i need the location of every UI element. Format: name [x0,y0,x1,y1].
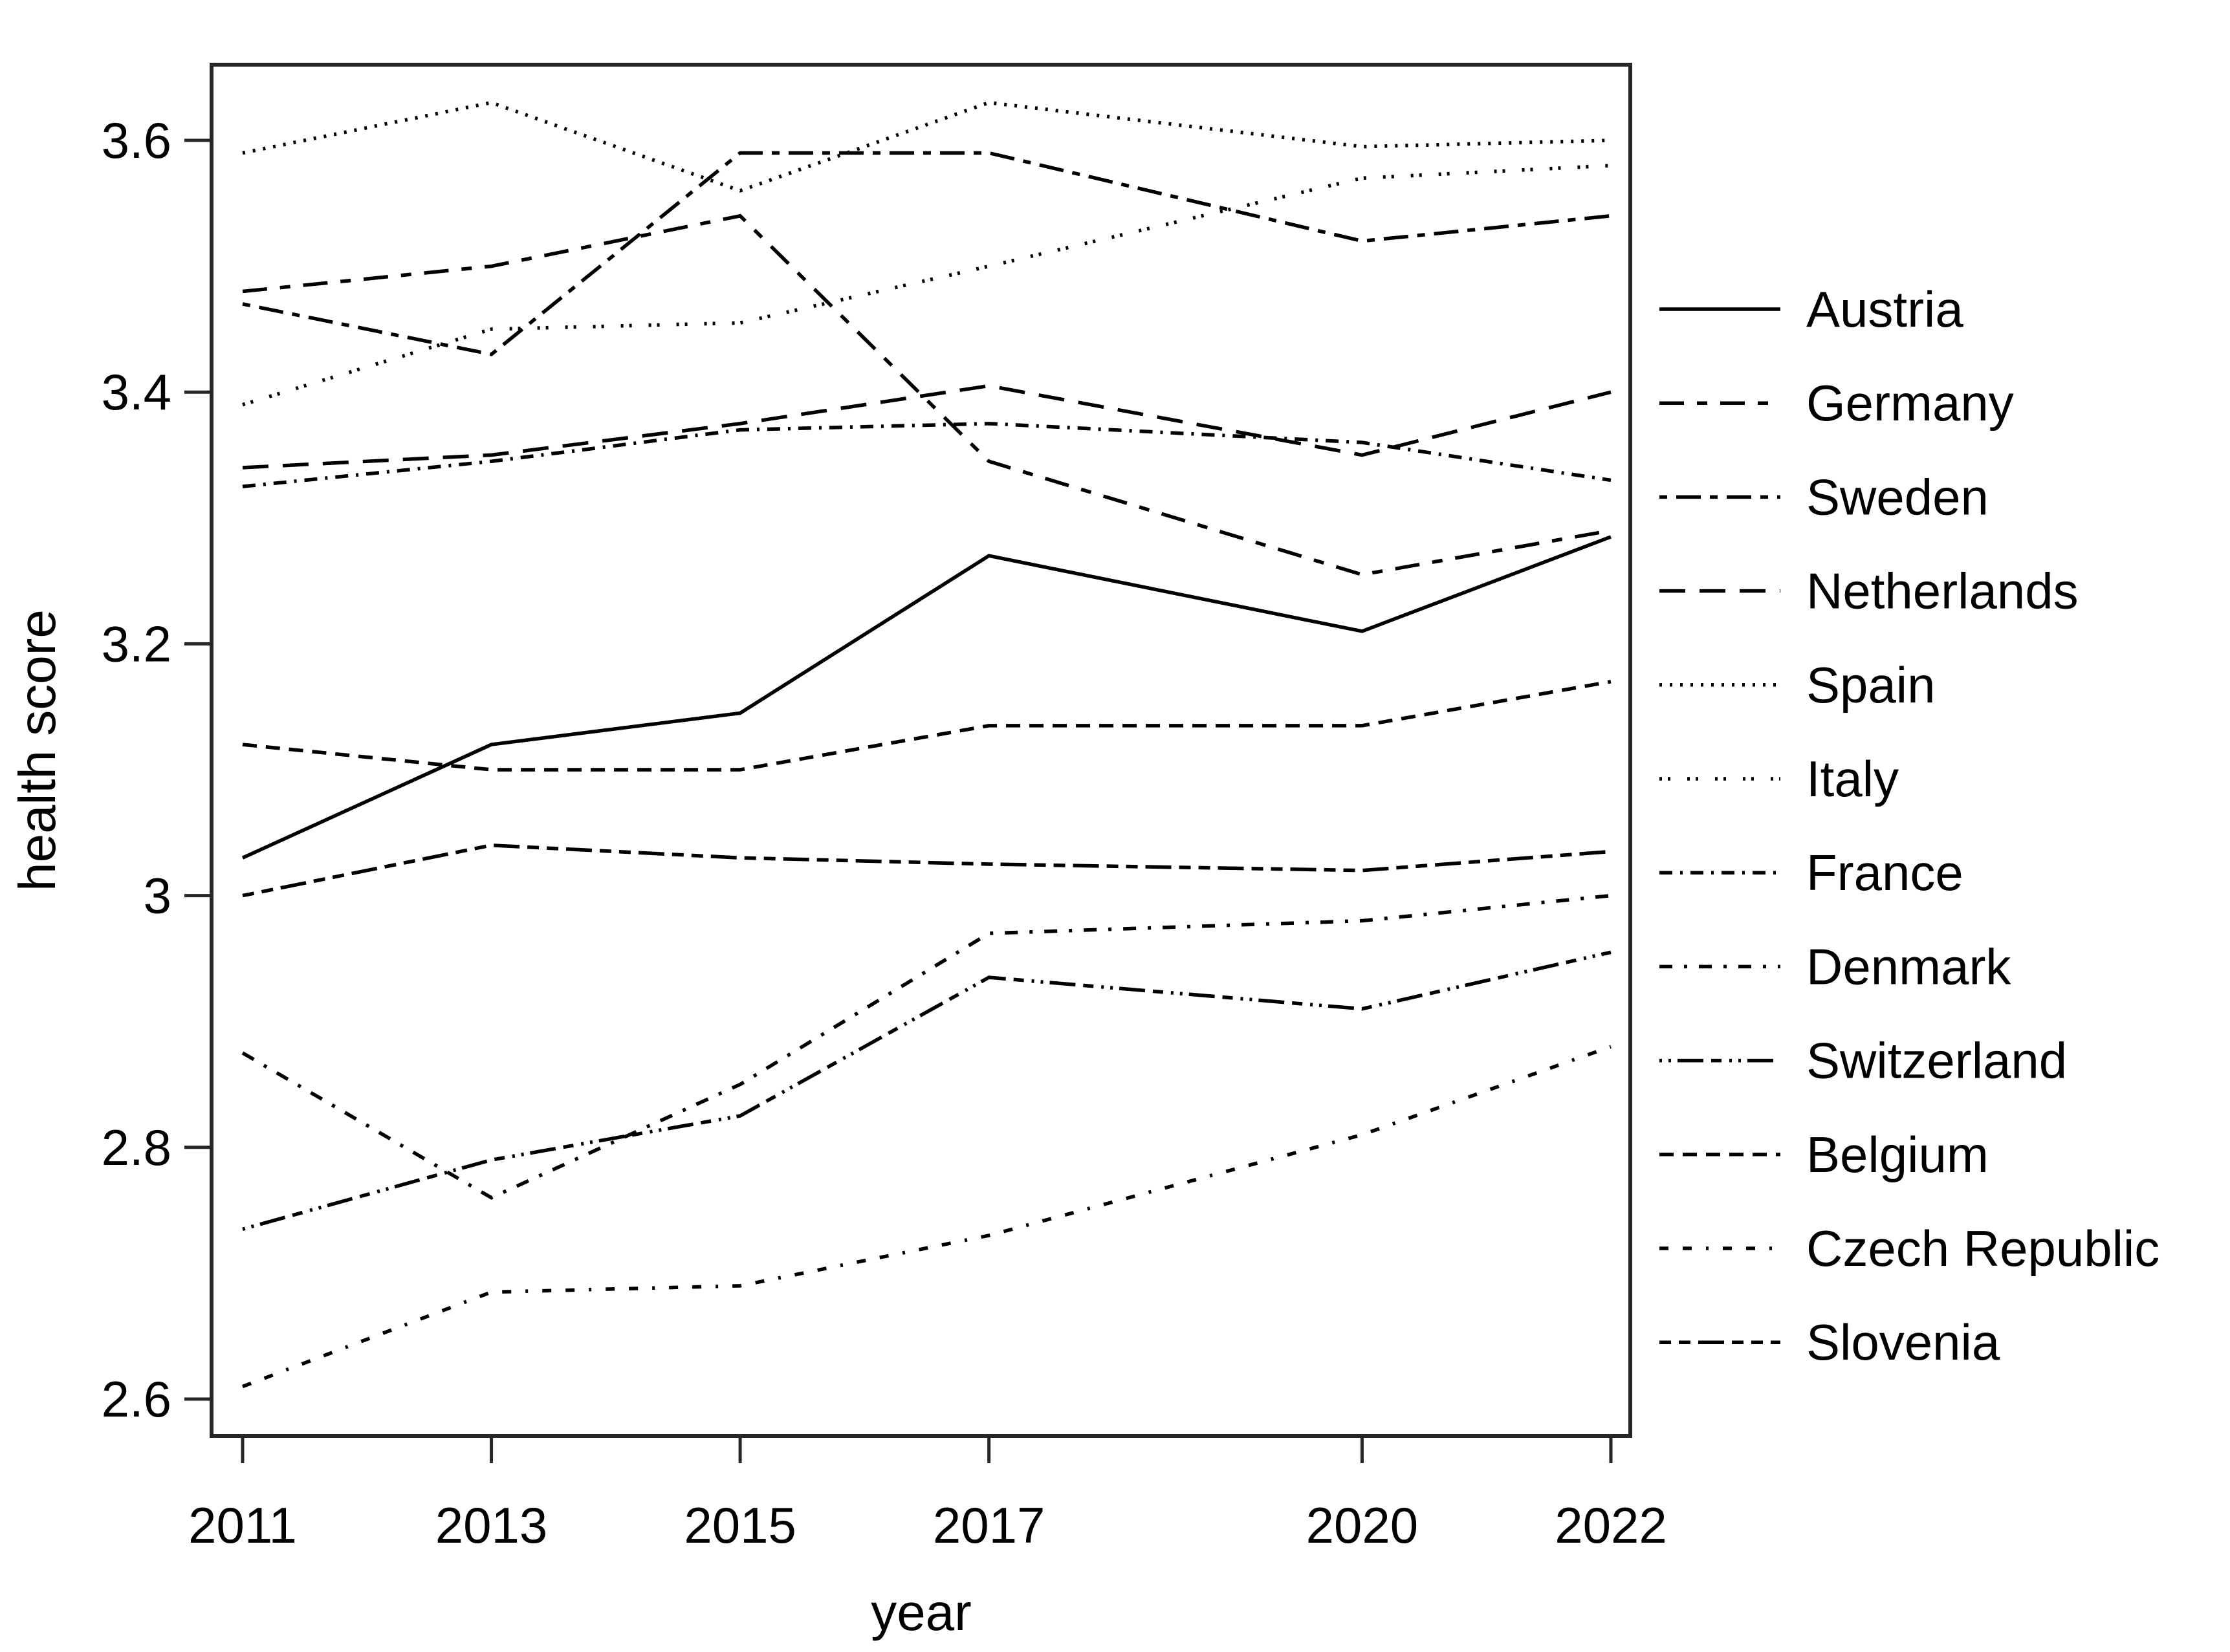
series-line-slovenia [242,843,1612,898]
plot-border [210,63,1632,1438]
legend-item-sweden: Sweden [1659,468,1989,525]
series-line-denmark [241,893,1612,1200]
y-tick-label: 3.4 [102,364,171,420]
legend-label: Slovenia [1806,1314,2000,1371]
x-tick-label: 2017 [933,1497,1045,1554]
legend-label: Austria [1806,281,1963,338]
series-line-italy [242,164,1612,407]
legend-item-netherlands: Netherlands [1659,563,2079,620]
y-tick-label: 2.8 [102,1119,171,1176]
legend-label: Denmark [1806,938,2011,995]
y-tick-label: 2.6 [102,1371,171,1428]
series-line-germany [242,213,1612,577]
legend-item-spain: Spain [1659,657,1936,713]
legend-label: Germany [1806,375,2014,431]
x-tick-label: 2013 [435,1497,548,1554]
legend-item-czech-republic: Czech Republic [1659,1220,2159,1277]
y-axis-ticks: 3.6 3.4 3.2 3 2.8 2.6 [102,112,212,1428]
legend-label: Belgium [1806,1126,1989,1183]
legend-item-germany: Germany [1659,375,2014,431]
legend-item-slovenia: Slovenia [1659,1314,2000,1371]
legend: Austria Germany Sweden Netherlands Spain Ital… [1659,281,2159,1371]
x-tick-label: 2022 [1555,1497,1667,1554]
series-line-spain [242,100,1612,193]
legend-label: Switzerland [1806,1032,2067,1089]
series-line-france [242,422,1612,488]
legend-label: Sweden [1806,468,1989,525]
series-line-netherlands [242,384,1612,470]
x-tick-label: 2011 [188,1497,297,1554]
series-line-belgium [242,680,1612,772]
series-line-czech-republic [242,1045,1612,1389]
y-tick-label: 3 [144,867,171,924]
y-axis-title: health score [8,609,66,891]
series-lines [241,100,1612,1389]
legend-label: Italy [1806,750,1899,807]
legend-item-belgium: Belgium [1659,1126,1989,1183]
series-line-sweden [242,151,1612,356]
x-axis-ticks: 2011 2013 2015 2017 2020 2022 [188,1436,1667,1554]
legend-label: Netherlands [1806,563,2079,620]
x-tick-label: 2020 [1306,1497,1419,1554]
y-tick-label: 3.2 [102,615,171,672]
legend-item-denmark: Denmark [1659,938,2011,995]
x-axis-title: year [871,1583,972,1641]
legend-label: Czech Republic [1806,1220,2159,1277]
legend-label: Spain [1806,657,1936,713]
legend-item-france: France [1659,844,1963,901]
legend-item-switzerland: Switzerland [1659,1032,2067,1089]
legend-item-italy: Italy [1659,750,1899,807]
y-tick-label: 3.6 [102,112,171,169]
x-tick-label: 2015 [684,1497,796,1554]
series-line-austria [241,535,1612,860]
legend-item-austria: Austria [1659,281,1963,338]
series-line-switzerland [242,950,1612,1231]
legend-label: France [1806,844,1963,901]
